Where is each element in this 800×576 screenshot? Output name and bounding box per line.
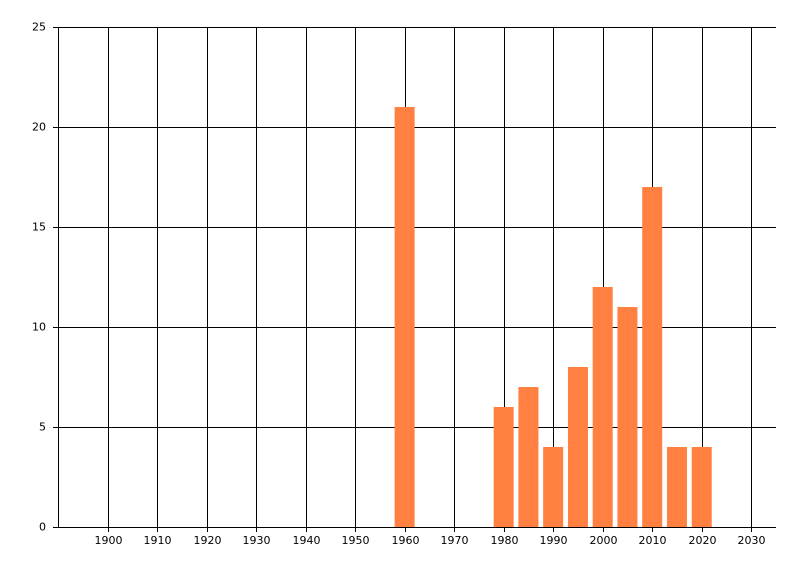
bar <box>592 287 613 527</box>
bar <box>518 387 539 527</box>
x-tick-label: 1980 <box>491 534 519 547</box>
x-tick-label: 1940 <box>293 534 321 547</box>
x-tick-label: 1950 <box>342 534 370 547</box>
x-tick-label: 2010 <box>639 534 667 547</box>
y-tick-label: 20 <box>32 121 46 134</box>
bar <box>493 407 514 527</box>
x-tick-label: 1930 <box>243 534 271 547</box>
y-tick-label: 0 <box>39 521 46 534</box>
bar <box>617 307 638 527</box>
x-tick-label: 1990 <box>540 534 568 547</box>
x-tick-label: 2000 <box>590 534 618 547</box>
bar <box>666 447 687 527</box>
bar <box>394 107 415 527</box>
y-tick-label: 25 <box>32 21 46 34</box>
x-tick-label: 1920 <box>194 534 222 547</box>
bar <box>567 367 588 527</box>
x-tick-label: 2020 <box>689 534 717 547</box>
bar <box>691 447 712 527</box>
x-tick-label: 1910 <box>144 534 172 547</box>
bar <box>642 187 663 527</box>
y-tick-label: 15 <box>32 221 46 234</box>
x-tick-label: 1960 <box>392 534 420 547</box>
x-tick-label: 2030 <box>738 534 766 547</box>
y-tick-label: 10 <box>32 321 46 334</box>
x-tick-label: 1900 <box>95 534 123 547</box>
bar <box>543 447 564 527</box>
x-tick-label: 1970 <box>441 534 469 547</box>
y-tick-label: 5 <box>39 421 46 434</box>
